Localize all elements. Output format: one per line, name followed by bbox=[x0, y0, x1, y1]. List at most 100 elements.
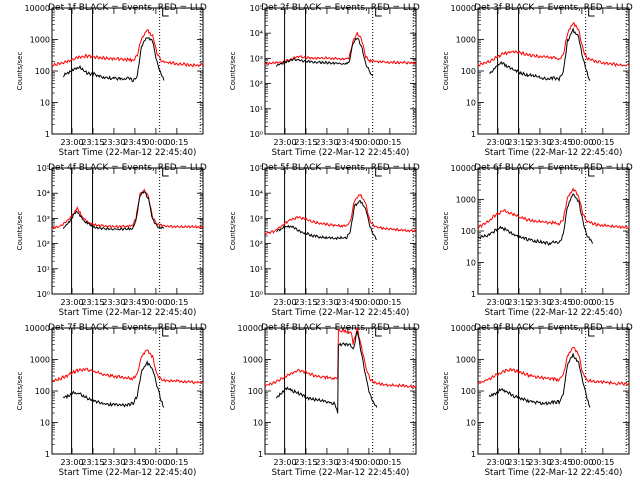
series-lld-line bbox=[265, 31, 416, 66]
x-tick-label: 00:15 bbox=[165, 138, 188, 147]
series-events-line bbox=[62, 191, 165, 231]
x-tick-label: 23:00 bbox=[60, 298, 83, 307]
x-tick-label: 23:00 bbox=[273, 138, 296, 147]
x-tick-label: 23:45 bbox=[123, 298, 146, 307]
x-tick-label: 00:00 bbox=[357, 138, 380, 147]
x-tick-label: 23:15 bbox=[294, 298, 317, 307]
y-tick-label: 10 bbox=[40, 419, 50, 428]
y-tick-label: 10000 bbox=[451, 324, 476, 333]
series-events-line bbox=[275, 330, 378, 414]
x-tick-label: 23:30 bbox=[102, 138, 125, 147]
x-tick-label: 23:30 bbox=[528, 298, 551, 307]
plot-frame bbox=[51, 7, 204, 135]
y-tick-label: 1000 bbox=[456, 36, 476, 45]
y-tick-label: 10⁴ bbox=[37, 189, 50, 198]
panel-det-8f: Det 8f BLACK = Events, RED = LLD11010010… bbox=[229, 323, 420, 478]
x-tick-label: 23:30 bbox=[102, 298, 125, 307]
x-tick-label: 00:15 bbox=[591, 138, 614, 147]
series-events-line bbox=[275, 37, 374, 77]
x-tick-label: 23:45 bbox=[123, 138, 146, 147]
y-tick-label: 1 bbox=[258, 450, 263, 459]
series-events-line bbox=[488, 353, 591, 408]
y-tick-label: 1000 bbox=[30, 36, 50, 45]
y-axis-label: Counts/sec bbox=[229, 52, 237, 91]
y-tick-label: 10⁰ bbox=[250, 130, 263, 139]
x-tick-label: 23:30 bbox=[102, 458, 125, 467]
y-tick-label: 1000 bbox=[456, 356, 476, 365]
y-tick-label: 10⁵ bbox=[250, 164, 263, 173]
y-tick-label: 10 bbox=[466, 259, 476, 268]
y-tick-label: 10000 bbox=[238, 324, 263, 333]
x-axis-label: Start Time (22-Mar-12 22:45:40) bbox=[485, 468, 623, 478]
y-tick-label: 10⁰ bbox=[250, 290, 263, 299]
x-tick-label: 23:00 bbox=[486, 298, 509, 307]
y-tick-label: 10⁰ bbox=[37, 290, 50, 299]
x-tick-label: 23:45 bbox=[549, 458, 572, 467]
x-tick-label: 23:15 bbox=[81, 298, 104, 307]
y-tick-label: 1000 bbox=[456, 196, 476, 205]
x-tick-label: 23:30 bbox=[528, 138, 551, 147]
series-lld-line bbox=[478, 347, 629, 386]
x-tick-label: 23:15 bbox=[507, 458, 530, 467]
bracket-marker bbox=[588, 169, 595, 177]
series-lld-line bbox=[265, 193, 416, 236]
x-tick-label: 00:00 bbox=[357, 458, 380, 467]
x-axis-label: Start Time (22-Mar-12 22:45:40) bbox=[485, 308, 623, 318]
x-tick-label: 00:15 bbox=[378, 138, 401, 147]
x-tick-label: 23:15 bbox=[507, 138, 530, 147]
x-tick-label: 23:00 bbox=[60, 138, 83, 147]
panel-det-4f: Det 4f BLACK = Events, RED = LLD10⁰10¹10… bbox=[16, 163, 207, 318]
x-tick-label: 23:45 bbox=[549, 298, 572, 307]
x-tick-label: 23:30 bbox=[528, 458, 551, 467]
y-tick-label: 1000 bbox=[30, 356, 50, 365]
y-tick-label: 10² bbox=[250, 240, 263, 249]
series-lld-line bbox=[265, 328, 416, 389]
y-tick-label: 100 bbox=[461, 227, 476, 236]
panel-det-9f: Det 9f BLACK = Events, RED = LLD11010010… bbox=[442, 323, 633, 478]
x-tick-label: 23:30 bbox=[315, 458, 338, 467]
y-axis-label: Counts/sec bbox=[229, 372, 237, 411]
x-tick-label: 00:15 bbox=[591, 458, 614, 467]
y-tick-label: 10 bbox=[466, 419, 476, 428]
x-tick-label: 23:45 bbox=[336, 138, 359, 147]
y-tick-label: 10 bbox=[40, 99, 50, 108]
y-tick-label: 10¹ bbox=[250, 265, 263, 274]
bracket-marker bbox=[162, 169, 169, 177]
x-tick-label: 00:15 bbox=[378, 298, 401, 307]
x-axis-label: Start Time (22-Mar-12 22:45:40) bbox=[59, 308, 197, 318]
y-tick-label: 1000 bbox=[243, 356, 263, 365]
plot-frame bbox=[477, 167, 630, 295]
series-lld-line bbox=[478, 21, 629, 68]
x-tick-label: 23:15 bbox=[294, 458, 317, 467]
series-events-line bbox=[275, 199, 377, 241]
x-tick-label: 23:15 bbox=[81, 138, 104, 147]
x-tick-label: 00:15 bbox=[165, 298, 188, 307]
y-axis-label: Counts/sec bbox=[442, 52, 450, 91]
x-tick-label: 00:00 bbox=[144, 138, 167, 147]
plot-frame bbox=[477, 7, 630, 135]
x-tick-label: 23:00 bbox=[273, 298, 296, 307]
series-lld-line bbox=[52, 28, 203, 68]
x-tick-label: 00:15 bbox=[165, 458, 188, 467]
panel-det-6f: Det 6f BLACK = Events, RED = LLD11010010… bbox=[442, 163, 633, 318]
bracket-marker bbox=[162, 329, 169, 337]
series-events-line bbox=[62, 360, 165, 408]
x-tick-label: 23:30 bbox=[315, 298, 338, 307]
x-tick-label: 23:00 bbox=[273, 458, 296, 467]
x-axis-label: Start Time (22-Mar-12 22:45:40) bbox=[59, 148, 197, 158]
y-tick-label: 1 bbox=[471, 450, 476, 459]
plot-frame bbox=[264, 7, 417, 135]
panel-det-3f: Det 3f BLACK = Events, RED = LLD11010010… bbox=[442, 3, 633, 158]
panel-det-7f: Det 7f BLACK = Events, RED = LLD11010010… bbox=[16, 323, 207, 478]
y-tick-label: 10⁴ bbox=[250, 189, 263, 198]
y-tick-label: 10¹ bbox=[37, 265, 50, 274]
x-tick-label: 23:15 bbox=[294, 138, 317, 147]
y-tick-label: 100 bbox=[248, 387, 263, 396]
y-tick-label: 1 bbox=[471, 290, 476, 299]
x-tick-label: 00:00 bbox=[570, 458, 593, 467]
y-tick-label: 10⁴ bbox=[250, 29, 263, 38]
y-tick-label: 10000 bbox=[25, 4, 50, 13]
y-tick-label: 10³ bbox=[250, 54, 263, 63]
y-tick-label: 10² bbox=[250, 80, 263, 89]
y-tick-label: 10³ bbox=[250, 214, 263, 223]
